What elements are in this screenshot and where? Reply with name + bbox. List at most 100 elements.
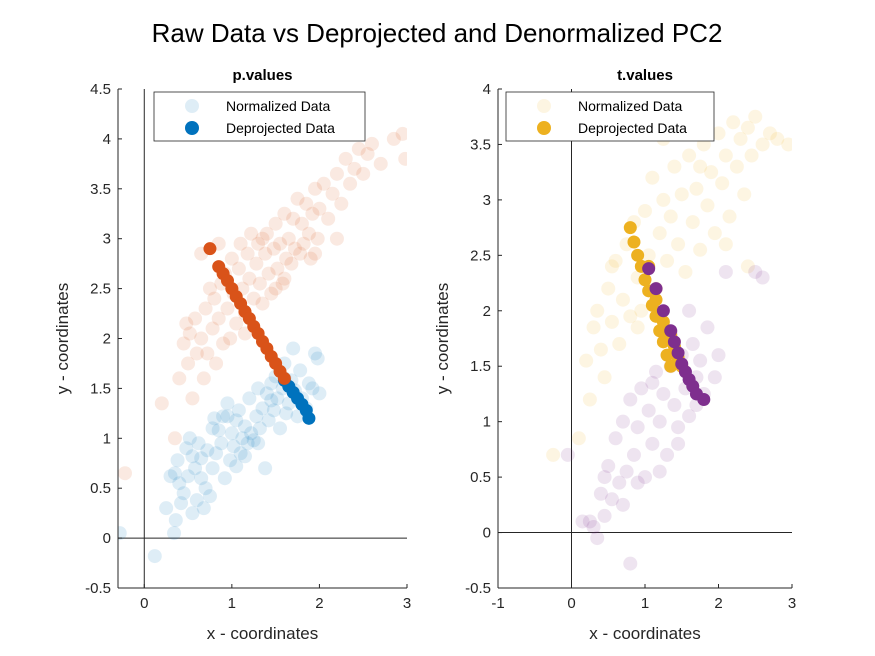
normalized-points-a — [188, 461, 203, 476]
legend-label-deprojected: Deprojected Data — [578, 120, 687, 136]
normalized-points-a — [266, 403, 281, 418]
normalized-points-b — [748, 264, 763, 279]
x-axis-label: x - coordinates — [589, 624, 701, 643]
normalized-points-a — [693, 242, 708, 257]
normalized-points-b — [623, 556, 638, 571]
normalized-points-b — [188, 311, 203, 326]
normalized-points-a — [185, 506, 200, 521]
normalized-points-a — [781, 137, 792, 152]
deprojected-points-b — [667, 335, 681, 349]
normalized-points-b — [305, 206, 320, 221]
subplot-left: 0 1 2 3 -0.5 0 0.5 1 1.5 2 2.5 3 3.5 4 4.5 p.values x - … — [53, 67, 411, 643]
x-tick-label: 1 — [228, 595, 236, 612]
normalized-points-a — [718, 148, 733, 163]
normalized-points-b — [360, 146, 375, 161]
normalized-points-a — [645, 170, 660, 185]
deprojected-points-a — [631, 248, 645, 262]
normalized-points-a — [207, 411, 222, 426]
normalized-points-a — [249, 409, 264, 424]
normalized-points-a — [305, 381, 320, 396]
normalized-points-a — [678, 264, 693, 279]
normalized-points-a — [707, 226, 722, 241]
normalized-points-a — [270, 391, 285, 406]
deprojected-points-a — [660, 348, 674, 362]
figure-title: Raw Data vs Deprojected and Denormalized… — [152, 18, 723, 48]
normalized-points-a — [623, 309, 638, 324]
y-tick-label: 1 — [103, 430, 111, 447]
deprojected-points-b — [203, 242, 217, 256]
normalized-points-a — [182, 431, 197, 446]
normalized-points-b — [244, 226, 259, 241]
deprojected-points-b — [649, 282, 663, 296]
normalized-points-b — [255, 231, 270, 246]
normalized-points-b — [626, 447, 641, 462]
normalized-points-b — [229, 316, 244, 331]
normalized-points-a — [740, 259, 755, 274]
normalized-points-b — [293, 246, 308, 261]
normalized-points-a — [224, 426, 239, 441]
normalized-points-b — [334, 196, 349, 211]
normalized-points-a — [264, 393, 279, 408]
normalized-points-a — [202, 489, 217, 504]
normalized-points-b — [154, 396, 169, 411]
normalized-points-a — [586, 320, 601, 335]
y-tick-label: 2.5 — [90, 281, 111, 298]
normalized-points-a — [608, 253, 623, 268]
normalized-points-b — [652, 414, 667, 429]
normalized-points-a — [255, 401, 270, 416]
deprojected-points-b — [656, 304, 670, 318]
normalized-points-b — [223, 331, 238, 346]
normalized-points-b — [660, 447, 675, 462]
normalized-points-a — [715, 176, 730, 191]
normalized-points-a — [604, 259, 619, 274]
normalized-points-b — [597, 508, 612, 523]
normalized-points-a — [590, 303, 605, 318]
normalized-points-a — [663, 209, 678, 224]
normalized-points-b — [638, 470, 652, 485]
normalized-points-b — [246, 291, 261, 306]
normalized-points-a — [593, 342, 608, 357]
normalized-points-a — [205, 461, 220, 476]
normalized-points-a — [258, 461, 273, 476]
normalized-points-b — [652, 464, 667, 479]
normalized-points-a — [312, 386, 327, 401]
normalized-points-b — [179, 316, 194, 331]
plot-area — [118, 126, 407, 564]
deprojected-points-b — [664, 324, 678, 338]
normalized-points-b — [364, 136, 379, 151]
normalized-points-a — [310, 351, 325, 366]
normalized-points-a — [240, 436, 255, 451]
normalized-points-b — [356, 166, 371, 181]
normalized-points-b — [641, 403, 656, 418]
normalized-points-b — [194, 331, 209, 346]
y-tick-label: 1 — [483, 414, 491, 431]
normalized-points-a — [185, 449, 200, 464]
legend-label-normalized: Normalized Data — [578, 98, 682, 114]
normalized-points-a — [211, 423, 226, 438]
normalized-points-a — [159, 501, 174, 516]
deprojected-points-a — [638, 273, 652, 287]
y-tick-label: 1.5 — [90, 380, 111, 397]
normalized-points-b — [316, 176, 331, 191]
normalized-points-a — [740, 120, 755, 135]
legend: Normalized Data Deprojected Data — [153, 91, 366, 142]
x-axis-label: x - coordinates — [207, 624, 319, 643]
normalized-points-a — [200, 443, 215, 458]
deprojected-points-b — [642, 262, 656, 276]
normalized-points-a — [214, 436, 229, 451]
normalized-points-b — [303, 251, 318, 266]
normalized-points-b — [273, 236, 288, 251]
normalized-points-b — [185, 391, 200, 406]
normalized-points-b — [200, 346, 215, 361]
normalized-points-a — [711, 126, 726, 141]
normalized-points-a — [630, 320, 645, 335]
legend-marker-deprojected — [185, 121, 199, 135]
normalized-points-a — [170, 453, 185, 468]
y-tick-label: 0.5 — [90, 480, 111, 497]
normalized-points-b — [308, 181, 323, 196]
normalized-points-b — [593, 486, 608, 501]
normalized-points-b — [261, 266, 276, 281]
normalized-points-a — [301, 376, 316, 391]
normalized-points-b — [189, 346, 204, 361]
normalized-points-a — [546, 447, 561, 462]
